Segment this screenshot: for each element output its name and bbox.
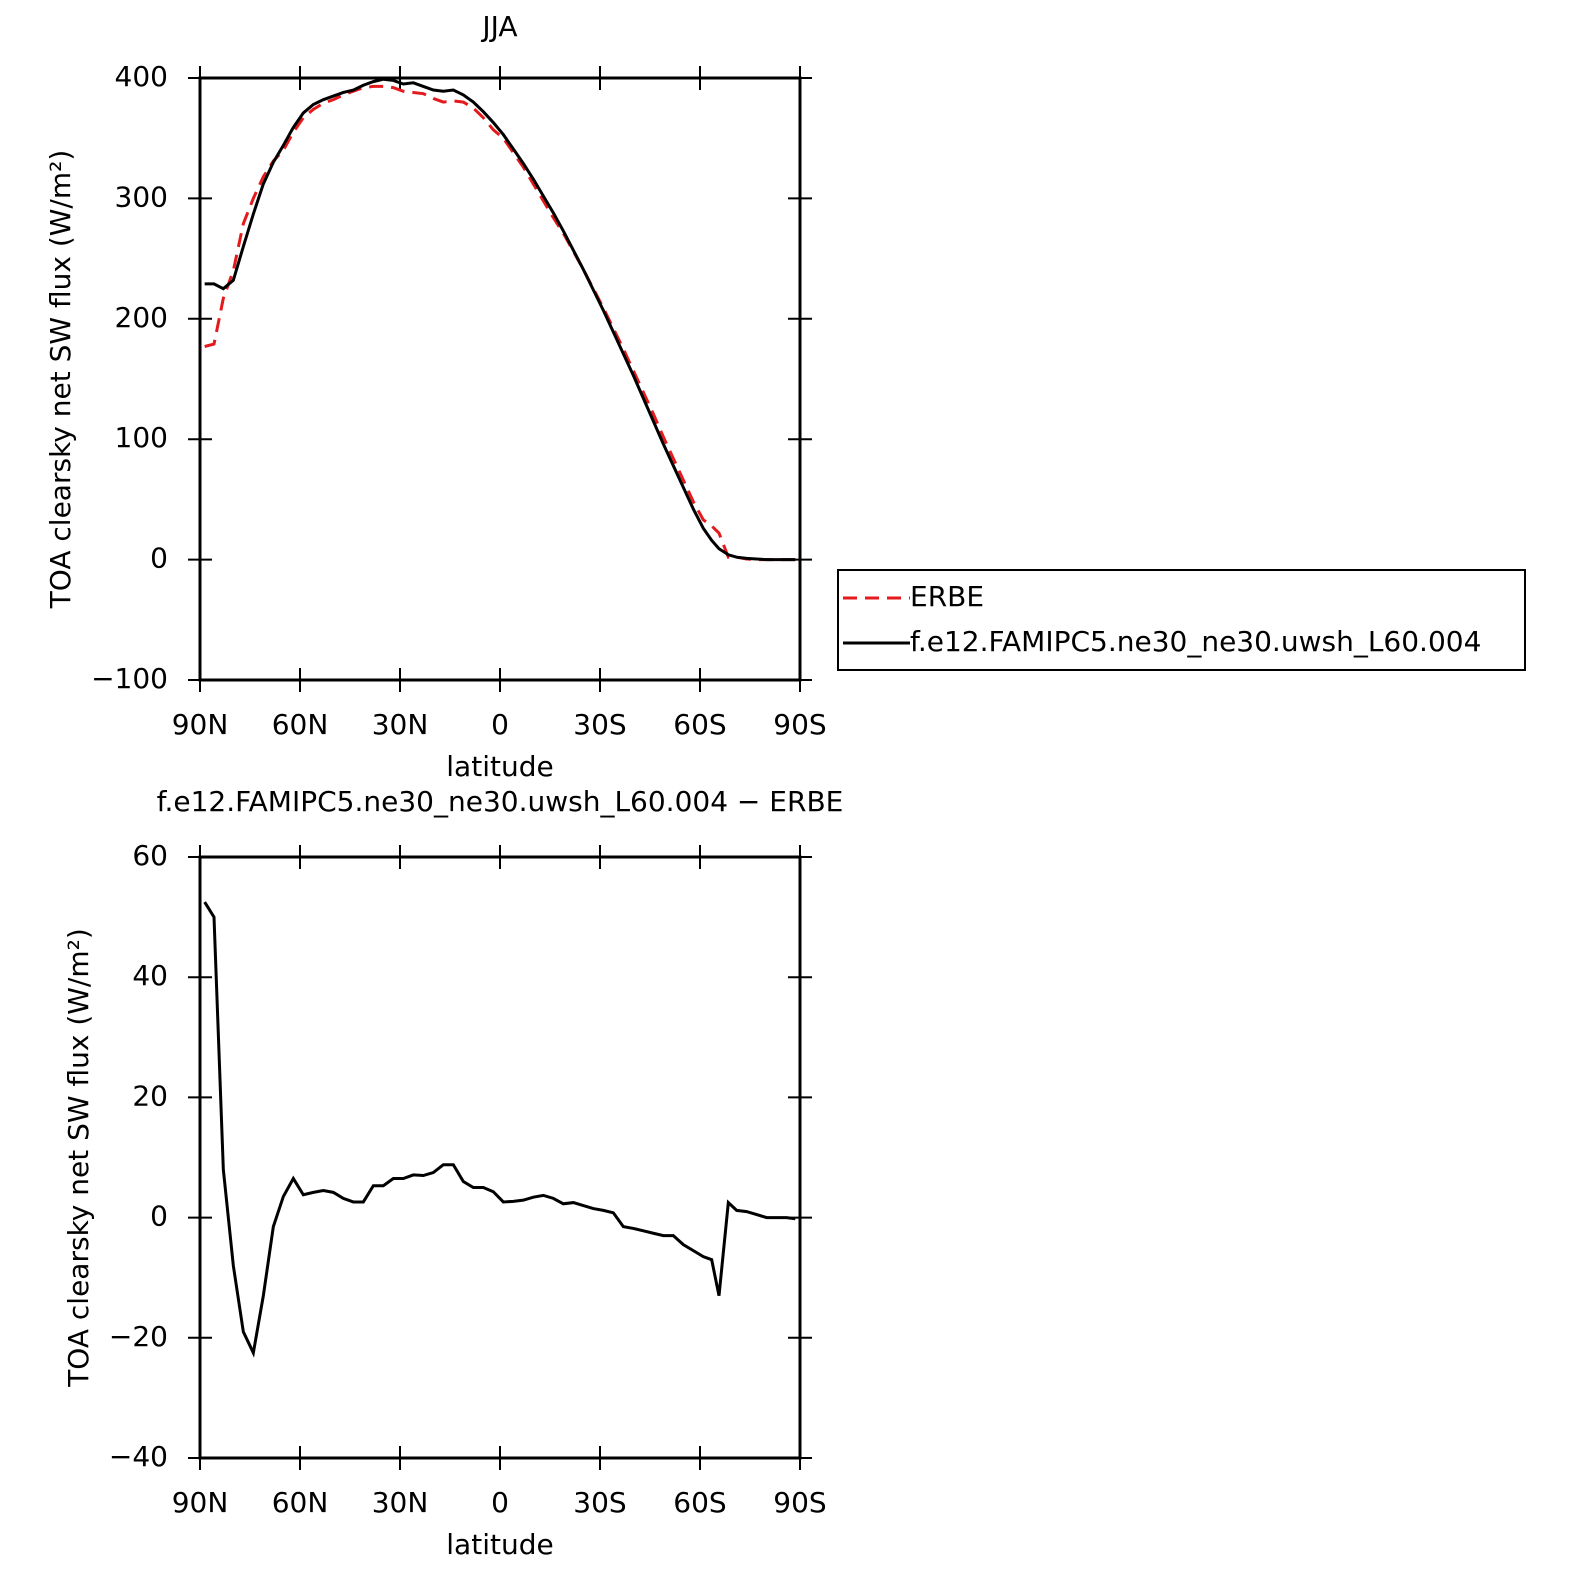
legend-label: ERBE [910, 580, 984, 613]
data-line [203, 901, 796, 1358]
x-tick-label: 0 [491, 1486, 509, 1519]
x-tick-label: 60N [272, 708, 329, 741]
plot-frame [198, 76, 802, 682]
y-axis-label: TOA clearsky net SW flux (W/m²) [62, 928, 95, 1388]
chart-title: JJA [480, 10, 517, 43]
y-tick-label: −100 [91, 662, 168, 695]
x-tick-label: 0 [491, 708, 509, 741]
data-line [204, 84, 796, 562]
x-tick-label: 30S [573, 1486, 626, 1519]
x-tick-label: 30N [372, 708, 429, 741]
x-tick-label: 60S [673, 708, 726, 741]
chart-title: f.e12.FAMIPC5.ne30_ne30.uwsh_L60.004 − E… [157, 785, 844, 818]
y-axis-label: TOA clearsky net SW flux (W/m²) [44, 150, 77, 610]
x-axis-label: latitude [446, 1528, 553, 1561]
y-tick-label: −40 [109, 1440, 168, 1473]
y-tick-label: 200 [115, 301, 168, 334]
x-tick-label: 90N [172, 1486, 229, 1519]
y-tick-label: 400 [115, 60, 168, 93]
x-tick-label: 90N [172, 708, 229, 741]
y-tick-label: 60 [132, 839, 168, 872]
y-tick-label: 0 [150, 1200, 168, 1233]
y-tick-label: 40 [132, 959, 168, 992]
legend-label: f.e12.FAMIPC5.ne30_ne30.uwsh_L60.004 [910, 625, 1481, 658]
plot-frame [198, 855, 802, 1460]
x-axis-label: latitude [446, 750, 553, 783]
y-tick-label: −20 [109, 1320, 168, 1353]
x-tick-label: 30S [573, 708, 626, 741]
y-tick-label: 100 [115, 421, 168, 454]
data-line [204, 77, 796, 562]
x-tick-label: 60S [673, 1486, 726, 1519]
y-tick-label: 0 [150, 542, 168, 575]
x-tick-label: 30N [372, 1486, 429, 1519]
legend-box [837, 569, 1526, 671]
x-tick-label: 90S [773, 708, 826, 741]
y-tick-label: 20 [132, 1079, 168, 1112]
x-tick-label: 90S [773, 1486, 826, 1519]
x-tick-label: 60N [272, 1486, 329, 1519]
y-tick-label: 300 [115, 180, 168, 213]
